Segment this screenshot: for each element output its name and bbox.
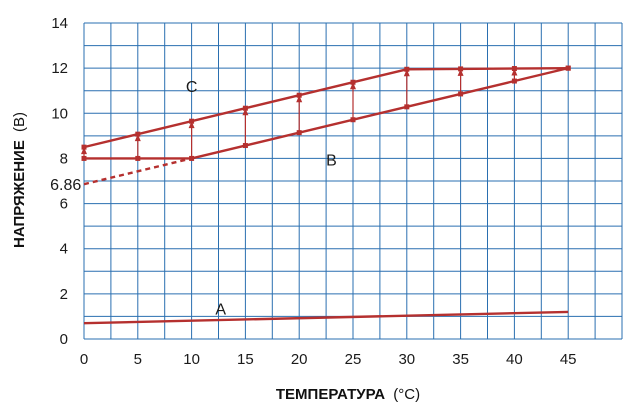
- x-axis-title-unit: (°C): [393, 386, 420, 403]
- marker-c: [404, 66, 410, 72]
- marker-c: [350, 79, 356, 85]
- data-markers: [81, 65, 571, 161]
- arrow-head: [457, 68, 464, 76]
- marker-c: [565, 65, 571, 71]
- x-tick-label: 25: [345, 351, 362, 368]
- y-tick-labels: 0 2 4 6 8 10 12 14: [51, 15, 68, 348]
- marker-b: [404, 104, 410, 110]
- annotation-label: A: [215, 302, 226, 319]
- marker-b: [511, 78, 517, 84]
- chart-grid: [83, 22, 623, 340]
- marker-c: [81, 144, 87, 150]
- y-axis-title: НАПРЯЖЕНИЕ (В): [11, 112, 28, 248]
- y-tick-label: 4: [60, 241, 68, 258]
- arrow-head: [81, 147, 87, 155]
- x-axis-title: ТЕМПЕРАТУРА (°C): [276, 386, 420, 403]
- x-tick-label: 0: [80, 351, 88, 368]
- annotation-label: C: [186, 79, 198, 96]
- marker-b: [458, 91, 464, 97]
- y-tick-label: 14: [51, 15, 68, 32]
- marker-b: [296, 130, 302, 136]
- annotations: C B A 6.86: [50, 79, 337, 318]
- marker-c: [296, 92, 302, 98]
- y-tick-label: 12: [51, 60, 68, 77]
- y-tick-label: 2: [60, 286, 68, 303]
- x-tick-label: 40: [506, 351, 523, 368]
- extrapolation-dashed-line: [83, 157, 192, 186]
- x-tick-label: 35: [452, 351, 469, 368]
- arrow-head: [350, 82, 356, 90]
- arrow-head: [296, 95, 303, 103]
- x-tick-label: 5: [134, 351, 142, 368]
- marker-c: [189, 118, 195, 124]
- y-tick-label: 8: [60, 150, 68, 167]
- arrow-head: [242, 108, 249, 116]
- marker-b: [81, 155, 87, 161]
- y-axis-title-unit: (В): [11, 112, 28, 132]
- marker-b: [135, 155, 141, 161]
- marker-c: [242, 105, 248, 111]
- marker-b: [350, 117, 356, 123]
- marker-b: [189, 155, 195, 161]
- x-tick-label: 30: [398, 351, 415, 368]
- x-axis-title-main: ТЕМПЕРАТУРА: [276, 386, 385, 403]
- y-tick-label: 6: [60, 196, 68, 213]
- x-tick-label: 20: [291, 351, 308, 368]
- series-line-a: [83, 310, 569, 325]
- x-tick-label: 10: [183, 351, 200, 368]
- y-axis-title-main: НАПРЯЖЕНИЕ: [11, 140, 28, 248]
- marker-c: [511, 66, 517, 72]
- arrow-head: [188, 121, 195, 129]
- marker-b: [242, 143, 248, 149]
- y-tick-label: 10: [51, 105, 68, 122]
- arrow-head: [134, 134, 141, 142]
- x-tick-label: 15: [237, 351, 254, 368]
- arrow-head: [403, 69, 410, 77]
- x-tick-label: 45: [560, 351, 577, 368]
- marker-c: [458, 66, 464, 72]
- arrow-head: [511, 68, 518, 76]
- annotation-label: B: [326, 153, 337, 170]
- annotation-label: 6.86: [50, 177, 81, 194]
- marker-c: [135, 131, 141, 137]
- x-tick-labels: 0 5 10 15 20 25 30 35 40 45: [80, 351, 577, 368]
- y-tick-label: 0: [60, 331, 68, 348]
